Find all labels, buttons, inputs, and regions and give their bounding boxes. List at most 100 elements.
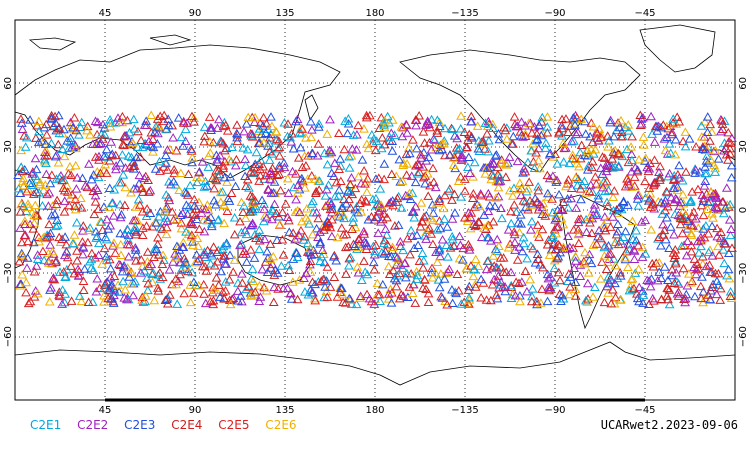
observation-marker — [225, 299, 236, 309]
observation-marker — [119, 131, 129, 141]
observation-marker — [94, 238, 104, 248]
observation-marker — [222, 206, 233, 216]
observation-marker — [93, 250, 104, 259]
observation-marker — [261, 118, 272, 128]
observation-marker — [581, 214, 591, 224]
observation-marker — [587, 162, 597, 172]
observation-marker — [240, 160, 251, 170]
observation-marker — [137, 292, 148, 302]
observation-marker — [194, 197, 204, 207]
observation-marker — [681, 250, 692, 260]
observation-marker — [402, 233, 413, 243]
observation-marker — [529, 163, 540, 173]
observation-marker — [680, 297, 690, 307]
observation-marker — [584, 186, 595, 196]
observation-marker — [262, 267, 273, 276]
observation-marker — [533, 205, 544, 214]
observation-marker — [711, 202, 721, 211]
observation-marker — [698, 287, 709, 296]
observation-marker — [57, 144, 68, 153]
observation-marker — [483, 135, 494, 145]
observation-marker — [602, 281, 613, 291]
observation-marker — [568, 243, 578, 252]
observation-marker — [609, 131, 619, 141]
observation-marker — [303, 290, 314, 299]
observation-marker — [45, 228, 56, 238]
observation-marker — [398, 245, 408, 255]
observation-marker — [134, 200, 145, 209]
observation-marker — [423, 288, 434, 298]
observation-marker — [387, 196, 398, 205]
observation-marker — [22, 253, 33, 262]
observation-marker — [389, 273, 400, 283]
observation-marker — [552, 159, 563, 168]
observation-marker — [714, 205, 725, 214]
observation-marker — [601, 264, 612, 274]
observation-marker — [264, 155, 275, 164]
observation-marker — [532, 134, 543, 143]
observation-marker — [350, 183, 361, 193]
observation-marker — [215, 137, 225, 146]
observation-marker — [379, 235, 390, 245]
observation-marker — [219, 172, 230, 182]
observation-marker — [160, 206, 170, 215]
observation-marker — [16, 250, 27, 259]
observation-marker — [277, 207, 288, 217]
observation-marker — [230, 181, 241, 191]
observation-marker — [311, 207, 322, 217]
observation-marker — [353, 234, 364, 244]
observation-marker — [696, 235, 706, 245]
observation-marker — [119, 261, 129, 270]
observation-marker — [420, 179, 430, 188]
observation-marker — [327, 215, 337, 224]
observation-marker — [632, 166, 643, 176]
observation-marker — [570, 291, 581, 300]
observation-marker — [476, 232, 487, 241]
observation-marker — [260, 128, 271, 137]
observation-marker — [456, 192, 466, 201]
observation-marker — [155, 111, 166, 120]
observation-marker — [707, 282, 717, 292]
observation-marker — [616, 115, 626, 125]
observation-marker — [169, 165, 180, 174]
observation-marker — [152, 139, 163, 148]
observation-marker — [229, 255, 240, 264]
observation-marker — [40, 139, 51, 148]
observation-marker — [224, 295, 235, 304]
observation-marker — [359, 166, 369, 175]
observation-marker — [637, 242, 648, 252]
observation-marker — [575, 271, 586, 280]
observation-marker — [670, 209, 680, 219]
observation-marker — [315, 237, 326, 246]
observation-marker — [269, 199, 280, 209]
observation-marker — [388, 265, 399, 275]
observation-marker — [571, 203, 582, 212]
observation-marker — [184, 202, 194, 211]
observation-marker — [428, 215, 438, 225]
observation-marker — [45, 240, 56, 249]
observation-marker — [258, 112, 269, 122]
observation-marker — [217, 187, 228, 196]
legend-c2e1: C2E1 — [30, 418, 62, 432]
observation-marker — [34, 179, 45, 189]
observation-marker — [129, 161, 140, 170]
observation-marker — [656, 122, 666, 132]
observation-marker — [118, 170, 129, 179]
observation-marker — [132, 216, 143, 225]
observation-marker — [168, 176, 179, 186]
observation-marker — [407, 288, 418, 297]
observation-marker — [653, 196, 664, 206]
observation-marker — [444, 264, 455, 273]
observation-marker — [35, 177, 46, 187]
observation-marker — [500, 125, 511, 135]
observation-marker — [660, 145, 671, 155]
observation-marker — [610, 145, 620, 155]
observation-marker — [381, 230, 392, 239]
lat-label-left-1: 30 — [3, 140, 14, 153]
observation-marker — [453, 176, 464, 186]
observation-marker — [254, 281, 265, 290]
observation-marker — [141, 116, 152, 125]
observation-marker — [138, 223, 148, 232]
observation-marker — [392, 270, 403, 280]
observation-marker — [161, 158, 171, 167]
